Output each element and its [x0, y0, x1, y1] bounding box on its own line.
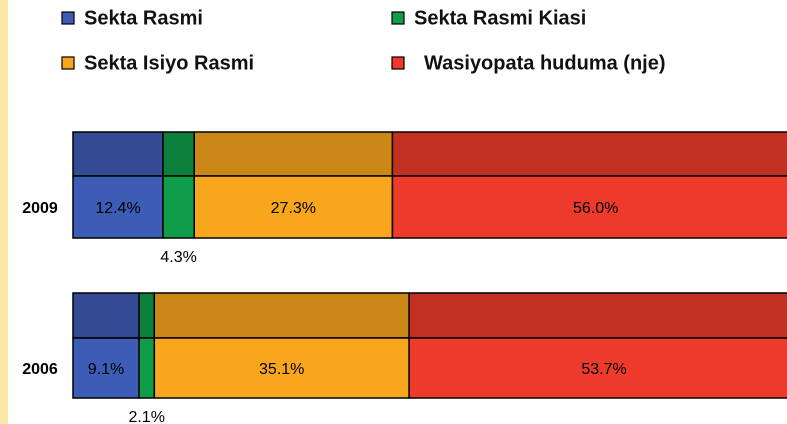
data-label: 53.7% [581, 361, 626, 378]
legend-swatch [61, 11, 75, 25]
data-label: 35.1% [259, 361, 304, 378]
bar-segment [72, 175, 164, 239]
bar-segment [193, 175, 394, 239]
legend-label: Wasiyopata huduma (nje) [424, 52, 666, 74]
bar-top [162, 131, 195, 177]
data-label: 56.0% [573, 200, 618, 217]
legend-swatch [391, 11, 405, 25]
bar-top [408, 292, 787, 339]
side-strip [0, 0, 8, 424]
bar-top [72, 292, 140, 339]
bar-top [193, 131, 394, 177]
data-label: 27.3% [271, 200, 316, 217]
data-label: 12.4% [95, 200, 140, 217]
data-label: 4.3% [160, 249, 196, 266]
category-label: 2006 [22, 361, 58, 378]
bar-top [153, 292, 410, 339]
bar-segment [391, 175, 787, 239]
bar-segment [72, 337, 140, 399]
legend-swatch [391, 56, 405, 70]
legend-label: Sekta Rasmi Kiasi [414, 7, 586, 29]
bar-segment [138, 337, 156, 399]
category-label: 2009 [22, 200, 58, 217]
data-label: 2.1% [128, 409, 164, 424]
bar-segment [408, 337, 787, 399]
legend-swatch [61, 56, 75, 70]
legend-label: Sekta Rasmi [84, 7, 203, 29]
bar-top [72, 131, 164, 177]
bar-segment [162, 175, 195, 239]
legend-label: Sekta Isiyo Rasmi [84, 52, 254, 74]
bar-top [138, 292, 156, 339]
bar-top [391, 131, 787, 177]
data-label: 9.1% [88, 361, 124, 378]
bar-segment [153, 337, 410, 399]
